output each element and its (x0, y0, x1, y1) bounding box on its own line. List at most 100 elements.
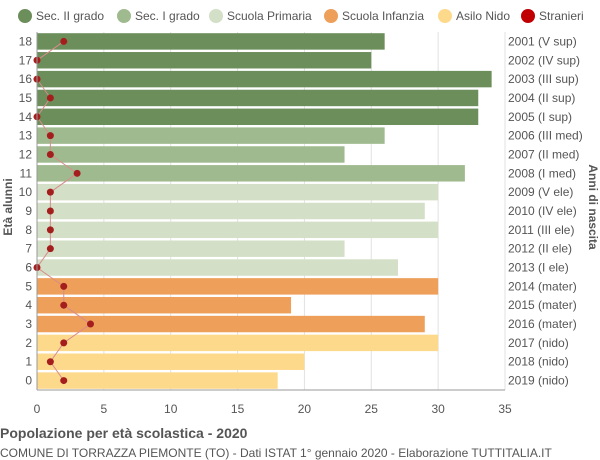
y-tick-label-age: 17 (19, 53, 33, 67)
bar-age-15 (37, 89, 479, 107)
legend-label-primaria: Scuola Primaria (227, 9, 312, 23)
bar-age-9 (37, 202, 425, 220)
bar-age-13 (37, 127, 385, 144)
legend-swatch-nido (438, 9, 452, 23)
y-tick-label-birth-year: 2007 (II med) (508, 147, 579, 161)
legend-item-infanzia: Scuola Infanzia (324, 9, 424, 23)
y-tick-label-age: 3 (25, 317, 32, 331)
x-tick-label: 30 (431, 402, 445, 416)
stranieri-point-age-7 (46, 245, 54, 253)
legend-item-stranieri: Stranieri (521, 9, 584, 23)
y-tick-label-age: 5 (25, 279, 32, 293)
stranieri-point-age-15 (46, 94, 54, 102)
y-tick-label-birth-year: 2010 (IV ele) (508, 204, 577, 218)
legend-swatch-infanzia (324, 9, 338, 23)
bar-age-6 (37, 259, 399, 276)
bar-age-2 (37, 334, 439, 352)
stranieri-point-age-8 (46, 226, 54, 234)
stranieri-point-age-1 (46, 358, 54, 366)
y-tick-label-birth-year: 2013 (I ele) (508, 261, 569, 275)
stranieri-point-age-9 (46, 207, 54, 215)
bar-age-5 (37, 278, 439, 295)
y-tick-label-birth-year: 2009 (V ele) (508, 185, 573, 199)
stranieri-point-age-3 (86, 320, 94, 328)
y-tick-label-birth-year: 2003 (III sup) (508, 72, 579, 86)
y-tick-label-age: 8 (25, 223, 32, 237)
x-tick-label: 0 (34, 402, 41, 416)
y-tick-label-age: 18 (19, 34, 33, 48)
bar-age-7 (37, 240, 345, 257)
y-tick-label-age: 9 (25, 204, 32, 218)
y-tick-label-age: 1 (25, 355, 32, 369)
bar-age-12 (37, 146, 345, 163)
bar-age-14 (37, 108, 479, 126)
stranieri-point-age-0 (60, 377, 68, 385)
y-tick-label-age: 4 (25, 298, 32, 312)
x-tick-label: 15 (231, 402, 245, 416)
bars (37, 33, 492, 389)
bar-age-3 (37, 315, 425, 333)
x-tick-label: 5 (101, 402, 108, 416)
y-tick-label-birth-year: 2016 (mater) (508, 317, 577, 331)
axes: 0 5 10 15 20 25 30 3518171615141312111098765432… (19, 32, 583, 416)
legend-item-sec2: Sec. II grado (18, 9, 104, 23)
legend: Sec. II grado Sec. I grado Scuola Primaria… (18, 9, 584, 23)
x-tick-label: 10 (164, 402, 178, 416)
y-tick-label-birth-year: 2019 (nido) (508, 374, 569, 388)
chart-subtitle: COMUNE DI TORRAZZA PIEMONTE (TO) - Dati … (0, 446, 552, 460)
stranieri-point-age-4 (60, 301, 68, 309)
bar-age-16 (37, 70, 492, 88)
stranieri-point-age-11 (73, 169, 81, 177)
legend-label-nido: Asilo Nido (456, 9, 510, 23)
y-tick-label-birth-year: 2002 (IV sup) (508, 53, 580, 67)
bar-age-18 (37, 33, 385, 50)
bar-age-1 (37, 353, 305, 370)
bar-age-4 (37, 296, 292, 314)
stranieri-point-age-13 (46, 132, 54, 140)
y-tick-label-age: 11 (20, 166, 33, 180)
y-tick-label-birth-year: 2011 (III ele) (508, 223, 574, 237)
chart-title: Popolazione per età scolastica - 2020 (0, 425, 248, 441)
y-tick-label-age: 7 (25, 242, 32, 256)
bar-age-8 (37, 221, 439, 239)
y-axis-title: Età alunni (1, 178, 15, 235)
y-tick-label-age: 6 (25, 261, 32, 275)
y-tick-label-age: 14 (19, 110, 33, 124)
legend-swatch-primaria (209, 9, 223, 23)
y-tick-label-birth-year: 2001 (V sup) (508, 34, 577, 48)
y-tick-label-birth-year: 2008 (I med) (508, 166, 576, 180)
y-tick-label-birth-year: 2015 (mater) (508, 298, 577, 312)
legend-label-sec1: Sec. I grado (135, 9, 200, 23)
bar-age-0 (37, 372, 278, 389)
y-tick-label-age: 15 (19, 91, 33, 105)
legend-swatch-stranieri (521, 9, 535, 23)
legend-swatch-sec1 (117, 9, 131, 23)
y-tick-label-age: 0 (25, 374, 32, 388)
bar-age-17 (37, 52, 372, 69)
y-axis-title-right: Anni di nascita (586, 164, 600, 250)
y-tick-label-birth-year: 2014 (mater) (508, 279, 577, 293)
legend-label-stranieri: Stranieri (539, 9, 584, 23)
y-tick-label-age: 16 (19, 72, 33, 86)
bar-age-11 (37, 165, 465, 182)
y-tick-label-birth-year: 2018 (nido) (508, 355, 569, 369)
stranieri-point-age-5 (60, 282, 68, 290)
legend-item-primaria: Scuola Primaria (209, 9, 312, 23)
y-tick-label-birth-year: 2004 (II sup) (508, 91, 575, 105)
y-tick-label-age: 2 (25, 336, 32, 350)
legend-label-infanzia: Scuola Infanzia (342, 9, 424, 23)
y-tick-label-age: 13 (19, 129, 33, 143)
y-tick-label-birth-year: 2005 (I sup) (508, 110, 572, 124)
legend-label-sec2: Sec. II grado (36, 9, 104, 23)
stranieri-point-age-2 (60, 339, 68, 347)
legend-item-sec1: Sec. I grado (117, 9, 200, 23)
x-tick-label: 25 (365, 402, 379, 416)
stranieri-point-age-10 (46, 188, 54, 196)
y-tick-label-birth-year: 2017 (nido) (508, 336, 569, 350)
y-tick-label-birth-year: 2012 (II ele) (508, 242, 572, 256)
x-tick-label: 35 (498, 402, 512, 416)
y-tick-label-birth-year: 2006 (III med) (508, 129, 583, 143)
y-tick-label-age: 10 (19, 185, 33, 199)
legend-swatch-sec2 (18, 9, 32, 23)
